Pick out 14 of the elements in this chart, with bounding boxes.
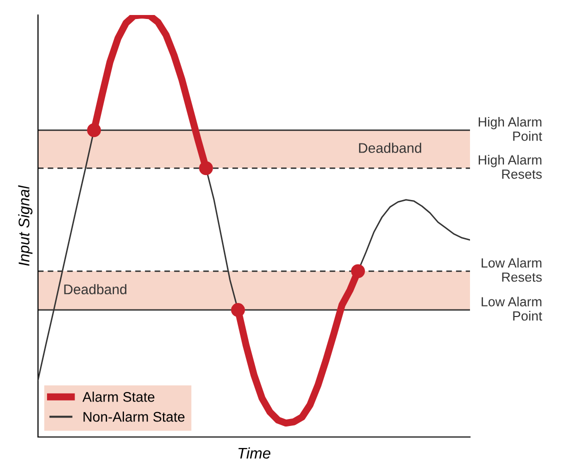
legend-label: Non-Alarm State bbox=[84, 412, 184, 422]
ref-line-label: Low Alarm Point bbox=[482, 296, 542, 321]
legend-label: Alarm State bbox=[82, 392, 154, 402]
point bbox=[87, 123, 101, 138]
ref-line-label: Low Alarm Resets bbox=[482, 258, 542, 282]
ref-line-label: High Alarm Point bbox=[478, 116, 542, 141]
point bbox=[199, 161, 213, 176]
point bbox=[231, 303, 245, 317]
band-label: Deadband bbox=[64, 284, 126, 294]
band-label: Deadband bbox=[359, 142, 422, 153]
point bbox=[351, 264, 365, 278]
x-axis-title: Time bbox=[238, 447, 270, 459]
y-axis-title: Input Signal bbox=[18, 185, 32, 266]
ref-line-label: High Alarm Resets bbox=[478, 154, 542, 179]
